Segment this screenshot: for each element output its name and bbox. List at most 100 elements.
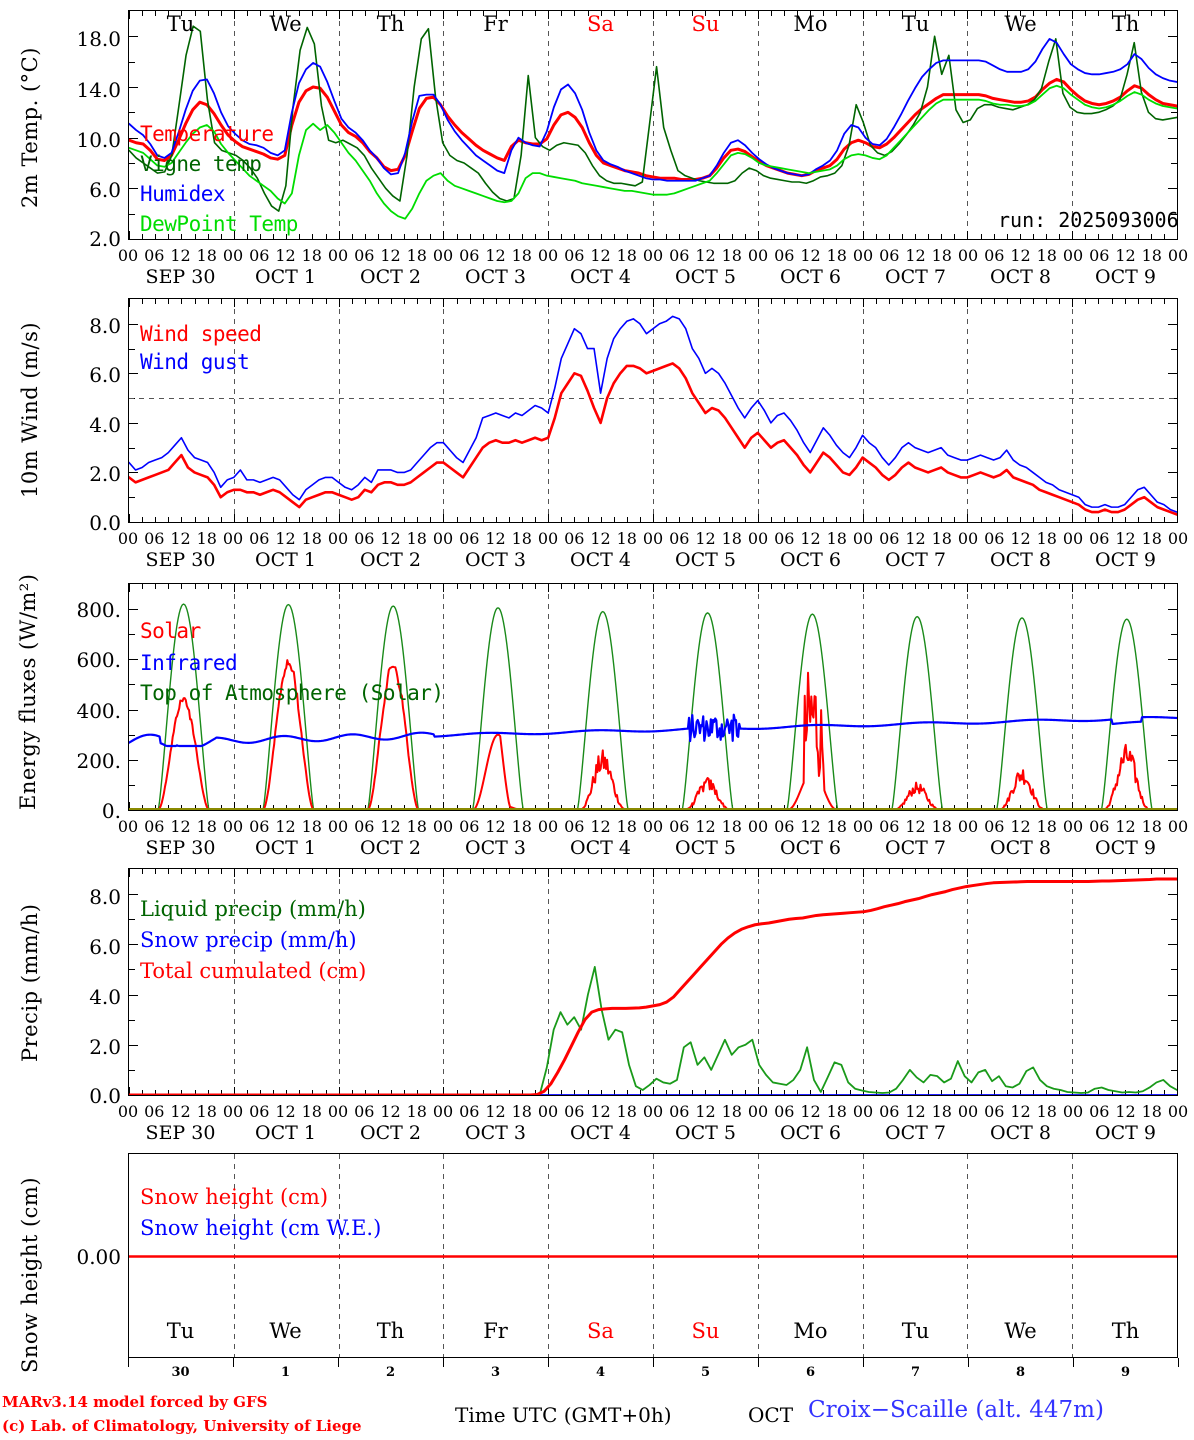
hour-label: 18 [196,817,217,836]
hour-label: 12 [275,246,296,265]
hour-label: 12 [170,529,191,548]
hour-label: 12 [905,529,926,548]
hour-label: 00 [1062,246,1084,265]
date-label: OCT 6 [780,837,841,859]
hour-label: 00 [117,817,139,836]
date-label: SEP 30 [145,549,216,571]
hour-label: 18 [196,529,217,548]
hour-label: 00 [432,246,454,265]
date-label: OCT 4 [570,837,631,859]
date-label: SEP 30 [145,1122,216,1144]
bottom-axis-ticks [127,1358,1179,1368]
hour-label: 12 [695,529,716,548]
hour-label: 06 [1089,529,1110,548]
day-number-label: 9 [1120,1365,1131,1380]
date-label: OCT 3 [465,549,526,571]
ytick-energy-3: 200. [76,749,121,773]
hour-label: 00 [747,1102,769,1121]
hour-label: 12 [485,529,506,548]
hour-label: 12 [800,1102,821,1121]
hour-label: 00 [432,529,454,548]
hour-label: 18 [1141,529,1162,548]
panel-temperature: 2m Temp. (°C) 18.0 14.0 10.0 6.0 2.0 Tem… [0,0,1194,290]
hour-label: 00 [957,817,979,836]
plot-area-energy [128,583,1178,811]
hour-label: 06 [879,1102,900,1121]
hour-label: 06 [774,529,795,548]
hour-label: 06 [144,817,165,836]
y-axis-label-precip: Precip (mm/h) [18,903,42,1062]
hour-label: 00 [222,246,244,265]
hour-label: 18 [1141,817,1162,836]
hour-label: 00 [327,246,349,265]
date-label: OCT 1 [255,837,316,859]
hour-label: 18 [406,817,427,836]
ytick-temperature-4: 2.0 [89,227,121,251]
hour-label: 12 [485,817,506,836]
hour-label: 12 [905,817,926,836]
hour-label: 00 [957,246,979,265]
hour-label: 06 [984,1102,1005,1121]
hour-label: 12 [1115,246,1136,265]
hour-label: 18 [301,529,322,548]
chart-energy-fluxes [129,584,1177,810]
legend-precip-item-1: Snow precip (mm/h) [140,928,357,952]
weekday-label: Sa [587,12,614,36]
hour-label: 06 [984,817,1005,836]
footer-month-label: OCT [748,1403,794,1427]
hour-label: 00 [852,817,874,836]
legend-snow-item-1: Snow height (cm W.E.) [140,1216,382,1240]
hour-label: 18 [931,529,952,548]
axis-tick [1072,1358,1074,1367]
date-label: OCT 5 [675,837,736,859]
hour-label: 18 [826,246,847,265]
ytick-energy-2: 400. [76,699,121,723]
hour-label: 18 [406,246,427,265]
legend-temperature-item-1: Vigne temp [140,152,262,176]
hour-label: 18 [406,1102,427,1121]
hour-label: 00 [642,246,664,265]
hour-label: 12 [275,817,296,836]
hour-label: 06 [879,246,900,265]
chart-snow-height [129,1154,1177,1357]
weekday-label: Mo [793,1319,828,1343]
date-label: OCT 4 [570,1122,631,1144]
axis-tick [862,1358,864,1367]
hour-label: 12 [275,529,296,548]
date-label: OCT 2 [360,1122,421,1144]
hour-label: 00 [537,817,559,836]
weekday-label: Tu [166,12,195,36]
day-number-label: 4 [595,1365,606,1380]
hour-label: 06 [669,246,690,265]
ytick-precip-4: 0.0 [89,1084,121,1108]
day-number-label: 6 [805,1365,816,1380]
date-label: OCT 1 [255,266,316,288]
ytick-precip-3: 2.0 [89,1035,121,1059]
hour-label: 00 [537,246,559,265]
hour-labels-energy: 00 06 12 18 00 06 12 18 00 06 12 18 00 06 12 18 00 06 12 18… [118,817,1188,837]
date-label: OCT 8 [990,549,1051,571]
hour-label: 12 [1010,246,1031,265]
hour-label: 18 [721,817,742,836]
date-label: OCT 4 [570,266,631,288]
hour-label: 18 [301,1102,322,1121]
plot-area-snow [128,1153,1178,1358]
weekday-label: We [1004,12,1037,36]
hour-label: 06 [354,246,375,265]
ytick-precip-1: 6.0 [89,935,121,959]
weekday-label: Tu [901,12,930,36]
legend-precip-item-2: Total cumulated (cm) [140,959,367,983]
date-label: OCT 2 [360,837,421,859]
hour-label: 06 [354,1102,375,1121]
hour-label: 06 [564,1102,585,1121]
hour-labels-temperature: 00 06 12 18 00 06 12 18 00 06 12 18 00 06 12 18 00 06 12 18… [118,246,1188,266]
axis-tick [757,1358,759,1367]
footer-model-credit-line2: (c) Lab. of Climatology, University of L… [2,1417,362,1435]
axis-tick [967,1358,969,1367]
plot-area-wind [128,298,1178,523]
hour-label: 06 [459,817,480,836]
date-label: SEP 30 [145,266,216,288]
hour-label: 00 [1167,529,1189,548]
date-label: OCT 6 [780,549,841,571]
chart-temperature [129,11,1177,239]
